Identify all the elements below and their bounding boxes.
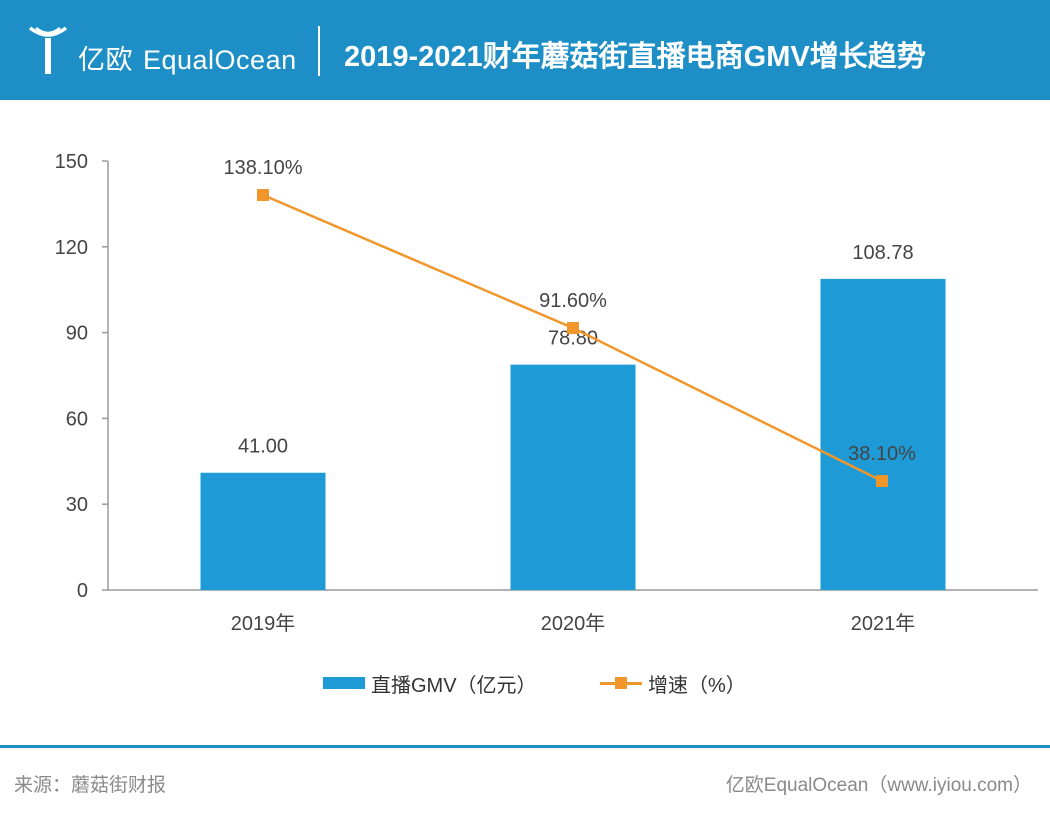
legend-swatch-line [600,677,642,689]
legend-swatch-bar [323,677,365,689]
logo-cn: 亿欧 [78,45,133,75]
logo-wordmark: 亿欧 EqualOcean [78,38,297,77]
x-tick-label: 2021年 [851,612,916,635]
footer-rule [0,745,1050,748]
y-tick-label: 120 [55,237,88,259]
legend-item-growth: 增速（%） [600,668,746,698]
bar-gmv-1 [510,364,636,590]
x-tick-label: 2020年 [541,612,606,635]
y-tick-label: 90 [66,323,88,345]
legend-label-gmv: 直播GMV（亿元） [371,674,537,697]
bar-gmv-2 [820,278,946,590]
logo-en: EqualOcean [143,45,297,75]
header-banner: 亿欧 EqualOcean 2019-2021财年蘑菇街直播电商GMV增长趋势 [0,0,1050,100]
header-divider [318,26,320,76]
x-tick-label: 2019年 [231,612,296,635]
y-tick-label: 30 [66,494,88,516]
credit-note: 亿欧EqualOcean（www.iyiou.com） [725,775,1032,796]
growth-value-label: 91.60% [539,290,607,312]
bar-value-label: 108.78 [852,242,913,264]
chart-title: 2019-2021财年蘑菇街直播电商GMV增长趋势 [344,41,926,73]
logo-icon [28,26,68,74]
source-note: 来源：蘑菇街财报 [14,775,167,796]
y-tick-label: 60 [66,408,88,430]
y-tick-label: 0 [77,580,88,602]
bar-gmv-0 [200,472,326,590]
bar-value-label: 41.00 [238,436,288,458]
growth-value-label: 138.10% [224,157,303,179]
legend-label-growth: 增速（%） [648,674,746,697]
growth-value-label: 38.10% [848,443,916,465]
legend-item-gmv: 直播GMV（亿元） [323,668,537,698]
growth-point-0 [257,189,269,202]
growth-point-1 [567,322,579,335]
growth-point-2 [876,475,888,488]
y-tick-label: 150 [55,151,88,173]
legend: 直播GMV（亿元） 增速（%） [0,668,1050,698]
